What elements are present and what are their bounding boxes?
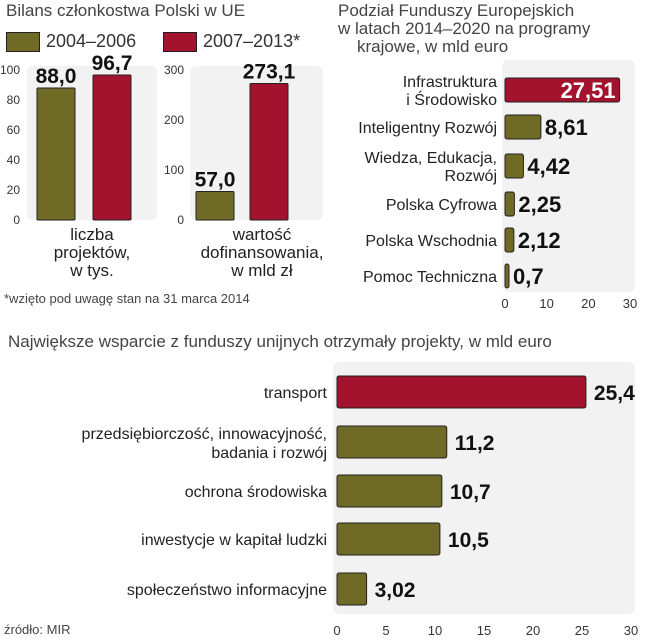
ytick-label-projects-4: 80 — [7, 93, 21, 107]
panel2-title-line-3: krajowe, w mld euro — [357, 37, 509, 56]
bar-program-4 — [504, 227, 515, 253]
legend-swatch-2004-2006 — [6, 32, 40, 52]
legend-swatch-2007-2013 — [163, 32, 197, 52]
value-label-program-0: 27,51 — [561, 78, 616, 103]
value-label-program-3: 2,25 — [518, 192, 561, 217]
xtick-label-projects-6: 30 — [624, 623, 638, 638]
bar-projects-0 — [36, 87, 76, 221]
bar-program-3 — [504, 191, 515, 217]
panel2-title: Podział Funduszy Europejskich w latach 2… — [338, 2, 590, 56]
value-label-project-2: 10,7 — [450, 481, 491, 504]
xtick-label-projects-0: 0 — [333, 623, 340, 638]
value-label-funding-1: 273,1 — [243, 60, 296, 83]
panel3-chart: 25,4 transport 11,2 przedsiębiorczość, inno… — [82, 362, 638, 638]
value-label-project-3: 10,5 — [448, 529, 489, 552]
bar-projects-1 — [92, 74, 132, 221]
bar-program-1 — [504, 114, 542, 140]
bar-program-2 — [504, 153, 524, 179]
category-label-program-5-0: Pomoc Techniczna — [363, 269, 497, 286]
bar-project-2 — [336, 474, 443, 508]
category-label-program-4-0: Polska Wschodnia — [365, 233, 497, 250]
category-label-funding-2: w mld zł — [230, 261, 293, 280]
xtick-label-programs-2: 20 — [581, 296, 595, 311]
category-label-project-2-0: ochrona środowiska — [185, 484, 327, 501]
panel1-footnote: *wzięto pod uwagę stan na 31 marca 2014 — [4, 291, 250, 306]
xtick-label-projects-2: 10 — [428, 623, 442, 638]
ytick-label-funding-0: 0 — [177, 213, 184, 227]
value-label-projects-0: 88,0 — [36, 65, 77, 88]
ytick-label-projects-1: 20 — [7, 183, 21, 197]
bar-funding-1 — [249, 82, 289, 221]
xtick-label-projects-4: 20 — [526, 623, 540, 638]
value-label-project-1: 11,2 — [455, 432, 495, 455]
bar-program-5 — [504, 263, 510, 289]
category-label-projects-0: liczba — [70, 225, 114, 244]
xtick-label-programs-1: 10 — [539, 296, 553, 311]
bar-project-4 — [336, 572, 368, 606]
ytick-label-funding-1: 100 — [164, 163, 184, 177]
category-label-project-3-0: inwestycje w kapitał ludzki — [141, 532, 327, 549]
ytick-label-projects-2: 40 — [7, 153, 21, 167]
category-label-projects-1: projektów, — [54, 243, 131, 262]
category-label-project-4-0: społeczeństwo informacyjne — [127, 582, 327, 599]
value-label-program-5: 0,7 — [513, 264, 544, 289]
category-label-project-1-0: przedsiębiorczość, innowacyjność, — [82, 426, 327, 443]
value-label-project-4: 3,02 — [375, 579, 416, 602]
legend-label-2004-2006: 2004–2006 — [46, 31, 137, 51]
value-label-project-0: 25,4 — [594, 382, 635, 405]
value-label-program-4: 2,12 — [518, 228, 561, 253]
category-label-program-3-0: Polska Cyfrowa — [386, 197, 497, 214]
value-label-program-1: 8,61 — [545, 115, 588, 140]
xtick-label-projects-5: 25 — [575, 623, 589, 638]
category-label-project-1-1: badania i rozwój — [211, 445, 327, 462]
ytick-label-projects-5: 100 — [0, 63, 20, 77]
ytick-label-funding-3: 300 — [164, 63, 184, 77]
category-label-program-2-1: Rozwój — [445, 168, 497, 185]
xtick-label-programs-0: 0 — [501, 296, 508, 311]
category-label-program-0-1: i Środowisko — [406, 90, 497, 109]
bar-program-0 — [504, 77, 621, 103]
category-label-project-0-0: transport — [264, 385, 328, 402]
xtick-label-projects-1: 5 — [382, 623, 389, 638]
bar-project-3 — [336, 522, 441, 556]
xtick-label-programs-3: 30 — [623, 296, 637, 311]
category-label-projects-2: w tys. — [69, 261, 113, 280]
panel2-title-line-2: w latach 2014–2020 na programy — [338, 19, 591, 38]
category-label-funding-0: wartość — [232, 225, 292, 244]
category-label-program-1-0: Inteligentny Rozwój — [358, 120, 497, 137]
ytick-label-projects-0: 0 — [13, 213, 20, 227]
panel1-title: Bilans członkostwa Polski w UE — [6, 1, 246, 20]
category-label-program-2-0: Wiedza, Edukacja, — [364, 150, 497, 167]
bar-project-1 — [336, 425, 448, 459]
category-label-funding-1: dofinansowania, — [201, 243, 324, 262]
value-label-program-2: 4,42 — [527, 154, 570, 179]
ytick-label-funding-2: 200 — [164, 113, 184, 127]
value-label-projects-1: 96,7 — [92, 55, 133, 75]
ytick-label-projects-3: 60 — [7, 123, 21, 137]
xtick-label-projects-3: 15 — [477, 623, 491, 638]
category-label-program-0-0: Infrastruktura — [403, 74, 497, 91]
legend-label-2007-2013: 2007–2013* — [203, 31, 301, 51]
panel3-title: Największe wsparcie z funduszy unijnych … — [8, 332, 552, 351]
source-note: źródło: MIR — [4, 622, 71, 637]
bar-funding-0 — [195, 191, 235, 221]
value-label-funding-0: 57,0 — [195, 169, 236, 192]
panel2-title-line-1: Podział Funduszy Europejskich — [338, 1, 575, 20]
bar-project-0 — [336, 375, 587, 409]
